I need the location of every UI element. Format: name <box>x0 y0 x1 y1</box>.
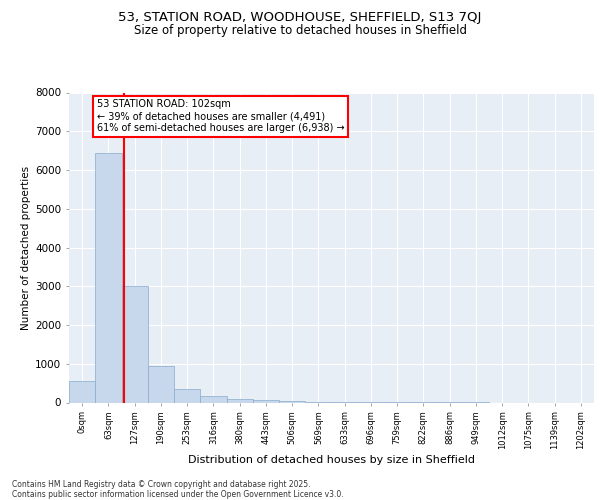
Text: 53 STATION ROAD: 102sqm
← 39% of detached houses are smaller (4,491)
61% of semi: 53 STATION ROAD: 102sqm ← 39% of detache… <box>97 100 344 132</box>
Bar <box>69 381 95 402</box>
Text: 53, STATION ROAD, WOODHOUSE, SHEFFIELD, S13 7QJ: 53, STATION ROAD, WOODHOUSE, SHEFFIELD, … <box>118 11 482 24</box>
Bar <box>148 366 174 403</box>
X-axis label: Distribution of detached houses by size in Sheffield: Distribution of detached houses by size … <box>188 454 475 464</box>
Text: Contains HM Land Registry data © Crown copyright and database right 2025.
Contai: Contains HM Land Registry data © Crown c… <box>12 480 344 499</box>
Bar <box>253 400 279 402</box>
Bar <box>200 396 227 402</box>
Bar <box>121 286 148 403</box>
Y-axis label: Number of detached properties: Number of detached properties <box>21 166 31 330</box>
Bar <box>174 389 200 402</box>
Text: Size of property relative to detached houses in Sheffield: Size of property relative to detached ho… <box>133 24 467 37</box>
Bar <box>227 398 253 402</box>
Bar <box>95 152 121 402</box>
